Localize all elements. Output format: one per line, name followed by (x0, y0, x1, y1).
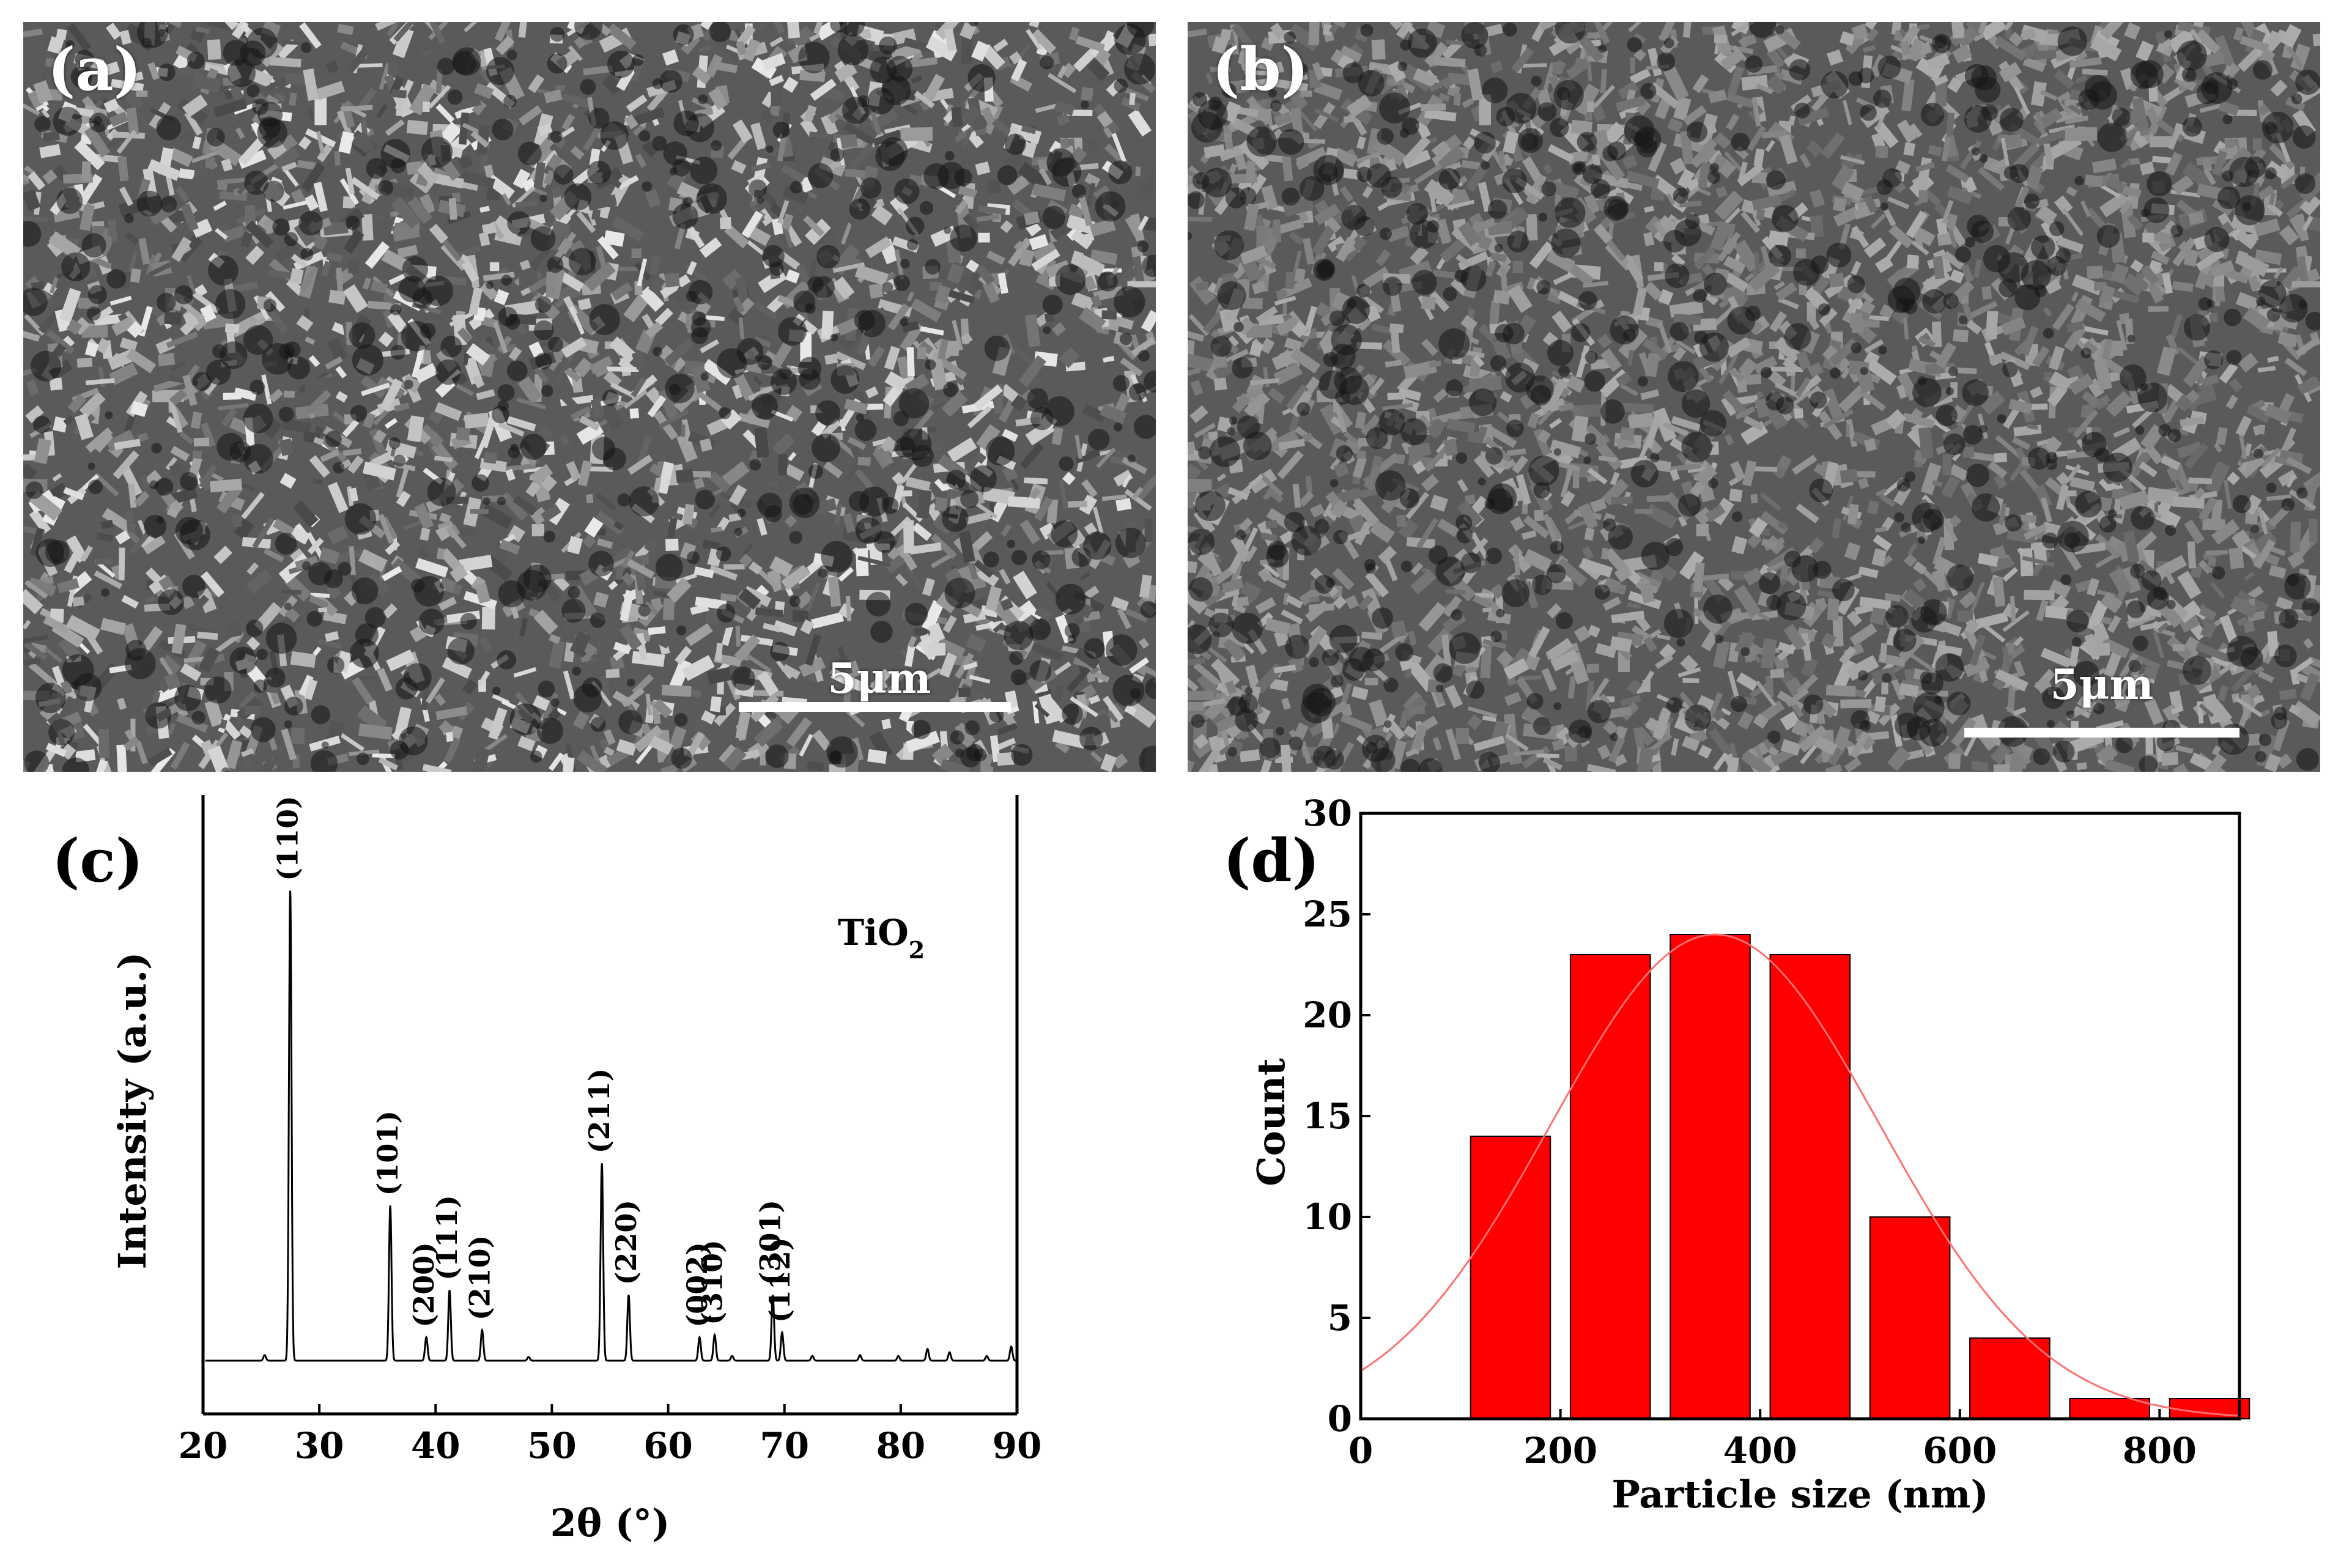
x-tick-label: 60 (643, 1425, 693, 1466)
sem-image-b: (b) 5μm (1188, 22, 2320, 772)
scale-bar-label-a: 5μm (739, 658, 1020, 700)
panel-label-d: (d) (1223, 832, 1320, 890)
x-tick-label: 50 (527, 1425, 577, 1466)
y-tick-label: 25 (1303, 893, 1352, 935)
x-tick-label: 80 (876, 1425, 925, 1466)
peak-label: (210) (463, 1235, 496, 1321)
y-tick-label: 5 (1328, 1297, 1352, 1339)
series-label-subscript: 2 (909, 936, 925, 964)
histogram-bar (2069, 1399, 2150, 1419)
scale-bar-b (1964, 728, 2239, 738)
panel-label-b: (b) (1212, 40, 1309, 99)
x-axis-title: 2θ (°) (550, 1501, 670, 1545)
y-tick-label: 0 (1328, 1398, 1352, 1440)
histogram-bar (1870, 1217, 1950, 1419)
x-tick-label: 90 (993, 1425, 1042, 1466)
series-label: TiO2 (838, 912, 925, 964)
histogram-bar (1770, 955, 1851, 1419)
sem-image-a: (a) 5μm (23, 22, 1156, 772)
y-tick-label: 10 (1303, 1196, 1352, 1238)
x-tick-label: 800 (2123, 1430, 2197, 1471)
scale-bar-a (739, 702, 1011, 712)
x-tick-label: 200 (1523, 1430, 1597, 1471)
x-tick-label: 30 (295, 1425, 344, 1466)
peak-label: (110) (272, 796, 305, 881)
peak-label: (101) (371, 1111, 404, 1196)
x-tick-label: 70 (760, 1425, 809, 1466)
x-tick-label: 20 (179, 1425, 228, 1466)
panel-label-c: (c) (52, 832, 143, 890)
y-tick-label: 20 (1303, 994, 1352, 1036)
y-axis-title: Intensity (a.u.) (110, 952, 155, 1269)
sem-texture-b (1188, 22, 2320, 772)
sem-grains (1188, 22, 2320, 772)
x-tick-label: 40 (411, 1425, 460, 1466)
scale-bar-label-b: 5μm (1964, 664, 2239, 706)
histogram-bar (1970, 1338, 2050, 1419)
xrd-chart-panel: (c) (110)(101)(200)(111)(210)(211)(220)(… (0, 795, 1162, 1566)
histogram-bar (1471, 1136, 1551, 1419)
peak-label: (220) (610, 1200, 643, 1285)
x-axis-title: Particle size (nm) (1611, 1472, 1988, 1517)
x-tick-label: 600 (1923, 1430, 1997, 1471)
y-axis-title: Count (1249, 1058, 1293, 1186)
xrd-chart: (110)(101)(200)(111)(210)(211)(220)(002)… (0, 795, 1162, 1566)
peak-label: (310) (696, 1240, 729, 1325)
x-tick-label: 400 (1723, 1430, 1797, 1471)
y-tick-label: 15 (1303, 1095, 1352, 1137)
peak-label: (111) (431, 1195, 464, 1281)
histogram-bar (1670, 934, 1750, 1419)
peak-label: (112) (763, 1237, 796, 1323)
peak-label: (211) (583, 1068, 616, 1154)
panel-label-a: (a) (48, 40, 141, 99)
